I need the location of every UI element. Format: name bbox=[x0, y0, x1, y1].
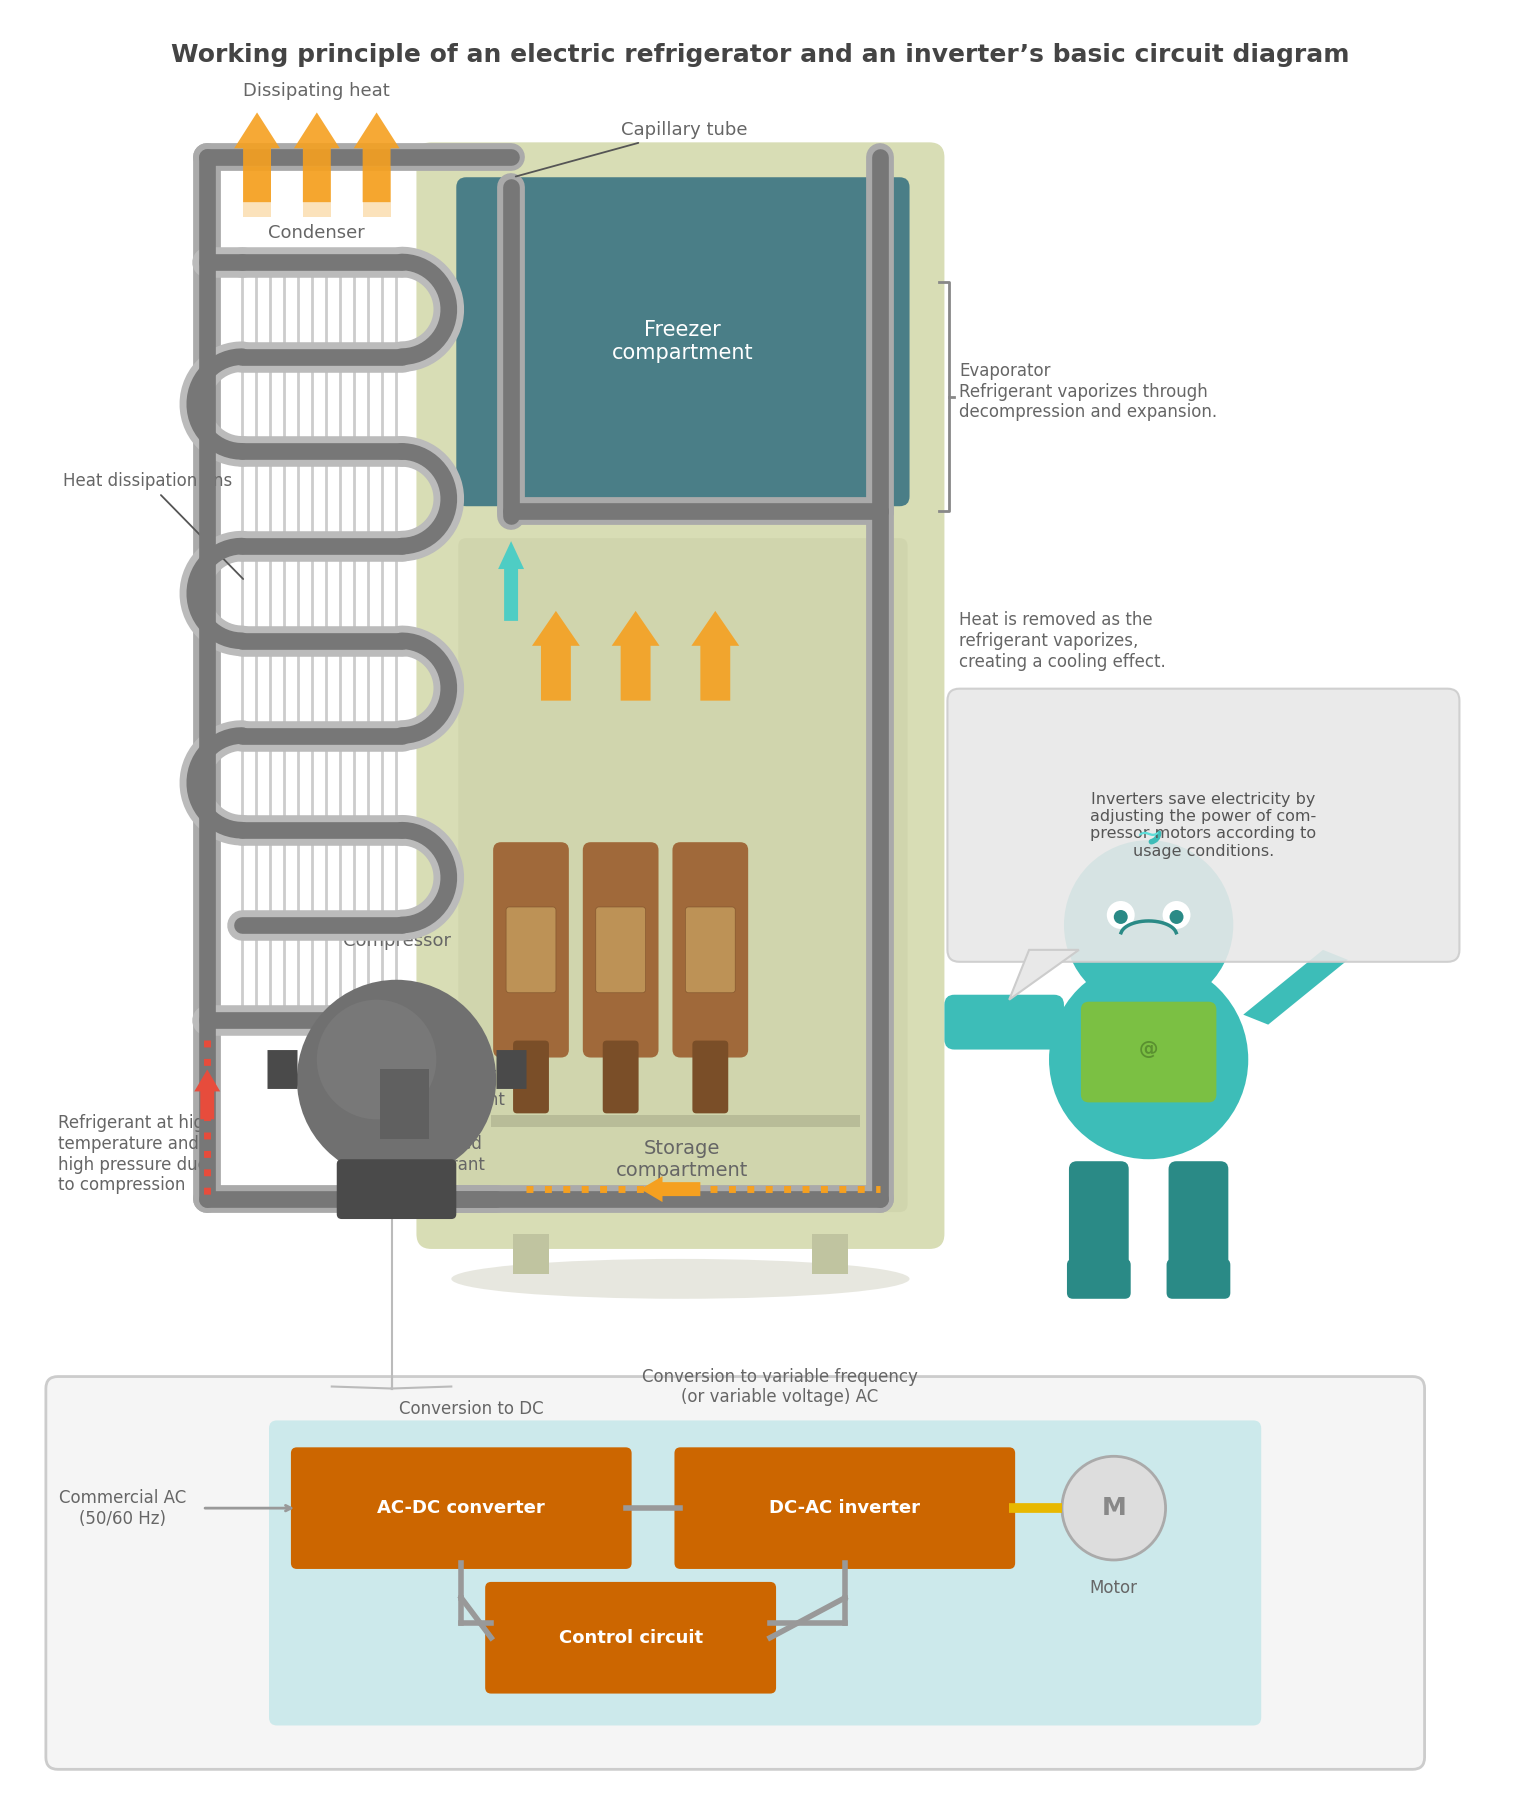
FancyBboxPatch shape bbox=[458, 537, 908, 1212]
Text: M: M bbox=[1101, 1496, 1126, 1520]
FancyArrow shape bbox=[354, 112, 400, 203]
Bar bbox=[380, 1069, 429, 1140]
FancyBboxPatch shape bbox=[583, 843, 659, 1058]
FancyBboxPatch shape bbox=[692, 1040, 729, 1113]
Circle shape bbox=[1162, 901, 1191, 930]
Text: Control circuit: Control circuit bbox=[558, 1628, 703, 1646]
Text: AC-DC converter: AC-DC converter bbox=[377, 1500, 545, 1518]
FancyArrow shape bbox=[640, 1176, 700, 1203]
Ellipse shape bbox=[452, 1259, 910, 1299]
Text: Freezer
compartment: Freezer compartment bbox=[611, 320, 753, 364]
Text: Working principle of an electric refrigerator and an inverter’s basic circuit di: Working principle of an electric refrige… bbox=[170, 43, 1349, 67]
Text: Dissipating heat: Dissipating heat bbox=[243, 81, 391, 99]
Text: Conversion to variable frequency
(or variable voltage) AC: Conversion to variable frequency (or var… bbox=[642, 1368, 919, 1406]
FancyArrow shape bbox=[294, 112, 339, 203]
FancyArrow shape bbox=[362, 166, 391, 217]
FancyBboxPatch shape bbox=[493, 843, 569, 1058]
Text: Evaporator
Refrigerant vaporizes through
decompression and expansion.: Evaporator Refrigerant vaporizes through… bbox=[960, 362, 1217, 421]
FancyBboxPatch shape bbox=[945, 995, 1065, 1049]
FancyArrow shape bbox=[243, 166, 271, 217]
Text: Compressor: Compressor bbox=[342, 932, 450, 950]
Text: @: @ bbox=[1139, 1040, 1159, 1058]
Text: Condenser: Condenser bbox=[268, 224, 365, 242]
FancyBboxPatch shape bbox=[1069, 1161, 1129, 1277]
FancyBboxPatch shape bbox=[513, 1040, 549, 1113]
Text: Heat dissipation fins: Heat dissipation fins bbox=[62, 472, 243, 579]
FancyBboxPatch shape bbox=[291, 1447, 631, 1568]
Text: Vaporized
refrigerant: Vaporized refrigerant bbox=[397, 1134, 485, 1174]
FancyArrow shape bbox=[499, 541, 525, 620]
FancyBboxPatch shape bbox=[1081, 1002, 1217, 1102]
FancyBboxPatch shape bbox=[506, 906, 555, 993]
Circle shape bbox=[1170, 910, 1183, 924]
Circle shape bbox=[1107, 901, 1135, 930]
FancyArrow shape bbox=[692, 611, 739, 700]
FancyBboxPatch shape bbox=[485, 1581, 776, 1693]
FancyBboxPatch shape bbox=[686, 906, 735, 993]
FancyArrow shape bbox=[532, 611, 580, 700]
Text: Capillary tube: Capillary tube bbox=[516, 121, 747, 177]
Circle shape bbox=[316, 1000, 437, 1120]
FancyBboxPatch shape bbox=[336, 1160, 456, 1219]
Text: Motor: Motor bbox=[1089, 1579, 1138, 1597]
FancyBboxPatch shape bbox=[1168, 1161, 1229, 1277]
FancyBboxPatch shape bbox=[1167, 1259, 1230, 1299]
Polygon shape bbox=[1243, 950, 1348, 1024]
Text: Cold, liquefied
refrigerant: Cold, liquefied refrigerant bbox=[402, 1071, 520, 1109]
Circle shape bbox=[1065, 839, 1234, 1009]
FancyArrowPatch shape bbox=[1151, 832, 1159, 841]
Text: Refrigerant at high
temperature and
high pressure due
to compression: Refrigerant at high temperature and high… bbox=[58, 1114, 214, 1194]
FancyArrow shape bbox=[234, 112, 280, 203]
FancyBboxPatch shape bbox=[674, 1447, 1015, 1568]
FancyBboxPatch shape bbox=[456, 177, 910, 507]
Polygon shape bbox=[1008, 950, 1078, 1000]
FancyBboxPatch shape bbox=[602, 1040, 639, 1113]
Circle shape bbox=[1113, 910, 1127, 924]
FancyArrow shape bbox=[195, 1069, 221, 1120]
Text: Inverters save electricity by
adjusting the power of com-
pressor motors accordi: Inverters save electricity by adjusting … bbox=[1091, 792, 1317, 859]
FancyBboxPatch shape bbox=[672, 843, 748, 1058]
Bar bbox=[812, 1234, 847, 1274]
FancyArrow shape bbox=[611, 611, 660, 700]
FancyBboxPatch shape bbox=[269, 1420, 1261, 1726]
Circle shape bbox=[1062, 1456, 1165, 1559]
Text: Commercial AC
(50/60 Hz): Commercial AC (50/60 Hz) bbox=[59, 1489, 186, 1527]
Text: Heat is removed as the
refrigerant vaporizes,
creating a cooling effect.: Heat is removed as the refrigerant vapor… bbox=[960, 611, 1167, 671]
Text: DC-AC inverter: DC-AC inverter bbox=[770, 1500, 920, 1518]
Bar bbox=[491, 1116, 859, 1127]
FancyBboxPatch shape bbox=[948, 689, 1460, 962]
Text: ~: ~ bbox=[1136, 821, 1162, 850]
FancyBboxPatch shape bbox=[1066, 1259, 1130, 1299]
FancyArrow shape bbox=[303, 166, 330, 217]
Text: Storage
compartment: Storage compartment bbox=[616, 1138, 748, 1179]
Bar bbox=[513, 1234, 549, 1274]
Circle shape bbox=[297, 980, 496, 1179]
FancyBboxPatch shape bbox=[596, 906, 645, 993]
Circle shape bbox=[1049, 961, 1249, 1160]
FancyBboxPatch shape bbox=[46, 1377, 1425, 1769]
Text: Conversion to DC: Conversion to DC bbox=[399, 1400, 543, 1418]
FancyBboxPatch shape bbox=[417, 143, 945, 1248]
